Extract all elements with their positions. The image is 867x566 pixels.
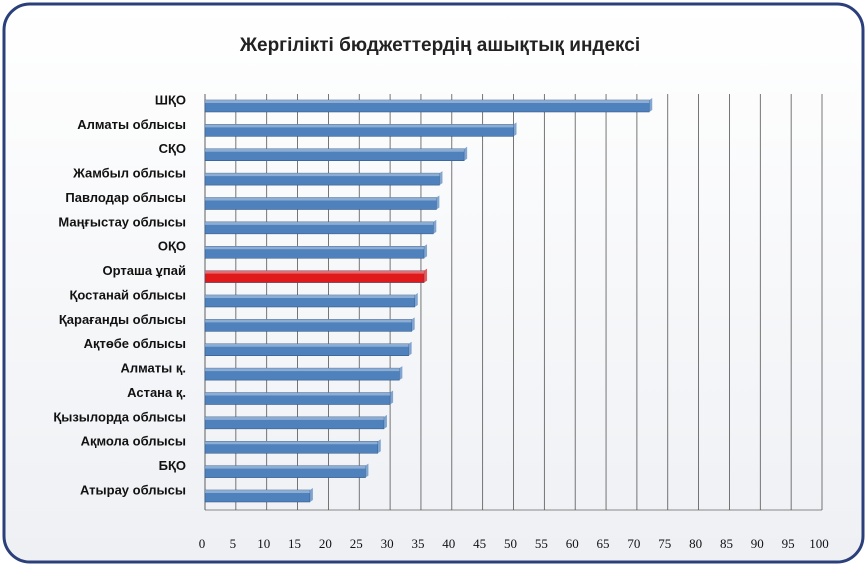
x-tick-label: 5 — [230, 536, 237, 551]
y-tick-label: ШҚО — [155, 92, 186, 107]
bar-highlight — [205, 173, 440, 177]
bar-end — [436, 195, 440, 210]
x-tick-label: 35 — [411, 536, 424, 551]
bar-end — [513, 122, 517, 137]
x-tick-label: 0 — [199, 536, 206, 551]
bar-highlight — [205, 319, 412, 323]
x-tick-label: 60 — [566, 536, 579, 551]
bar-end — [365, 463, 369, 478]
y-tick-label: Орташа ұпай — [103, 263, 186, 278]
x-tick-label: 45 — [473, 536, 486, 551]
bar-end — [309, 488, 313, 502]
x-tick-label: 70 — [627, 536, 640, 551]
x-tick-label: 95 — [782, 536, 795, 551]
x-tick-label: 80 — [689, 536, 702, 551]
bar-highlight — [205, 465, 366, 469]
x-tick-label: 55 — [535, 536, 548, 551]
bar — [204, 221, 434, 235]
y-tick-label: Қызылорда облысы — [53, 409, 186, 424]
x-tick-label: 10 — [257, 536, 270, 551]
bar-highlight — [205, 416, 384, 420]
x-tick-label: 15 — [288, 536, 301, 551]
y-tick-label: СҚО — [159, 141, 186, 156]
bar-highlight — [205, 392, 391, 396]
y-tick-label: БҚО — [159, 458, 186, 473]
bar-end — [414, 293, 418, 307]
bar-highlight — [205, 343, 409, 347]
bar-end — [424, 244, 428, 259]
bar-highlight — [205, 148, 465, 152]
bar-end — [411, 317, 415, 332]
bar-end — [390, 390, 394, 405]
y-tick-label: Ақтөбе облысы — [84, 336, 186, 351]
bar-highlight — [205, 441, 378, 445]
x-tick-label: 65 — [597, 536, 610, 551]
y-tick-label: Алматы облысы — [77, 117, 186, 132]
y-tick-label: ОҚО — [158, 239, 186, 254]
bar-highlight — [205, 197, 437, 201]
y-tick-label: Жамбыл облысы — [72, 166, 186, 181]
bar-highlight — [205, 295, 415, 298]
bar-highlight — [205, 100, 650, 103]
bar-end — [408, 341, 412, 356]
bar-highlight — [205, 221, 434, 225]
bar-end — [424, 268, 428, 283]
bar-highlight — [205, 270, 425, 274]
x-tick-label: 75 — [658, 536, 671, 551]
bar-end — [377, 439, 381, 454]
bar-highlight — [205, 246, 425, 250]
y-tick-label: Алматы қ. — [120, 361, 186, 376]
bar — [204, 367, 400, 381]
chart-title: Жергілікті бюджеттердің ашықтық индексі — [239, 35, 640, 56]
x-tick-label: 20 — [319, 536, 332, 551]
y-tick-label: Павлодар облысы — [65, 190, 186, 205]
x-tick-label: 85 — [720, 536, 733, 551]
bar-end — [383, 414, 387, 429]
x-tick-label: 100 — [809, 536, 829, 551]
bar-highlight — [205, 124, 514, 128]
bar-end — [439, 171, 443, 186]
x-tick-label: 30 — [381, 536, 394, 551]
y-tick-label: Атырау облысы — [80, 482, 186, 497]
y-tick-label: Қостанай облысы — [69, 287, 186, 302]
x-tick-label: 40 — [442, 536, 455, 551]
x-tick-label: 25 — [350, 536, 363, 551]
y-tick-label: Маңғыстау облысы — [58, 214, 186, 229]
bar-end — [649, 98, 653, 112]
y-tick-label: Ақмола облысы — [81, 434, 186, 449]
bar — [204, 465, 366, 478]
y-tick-label: Қарағанды облысы — [59, 312, 186, 327]
bar-highlight — [205, 368, 400, 372]
y-tick-label: Астана қ. — [127, 385, 186, 400]
bar-end — [433, 219, 437, 234]
x-tick-label: 90 — [751, 536, 764, 551]
bar-end — [464, 146, 468, 161]
bar-highlight — [205, 490, 310, 493]
x-tick-label: 50 — [504, 536, 517, 551]
bar-end — [399, 366, 403, 381]
plot-area: 0 5 10 15 20 25 30 35 40 45 50 55 60 65 70 75 80 85 90 95 10… — [53, 92, 828, 551]
